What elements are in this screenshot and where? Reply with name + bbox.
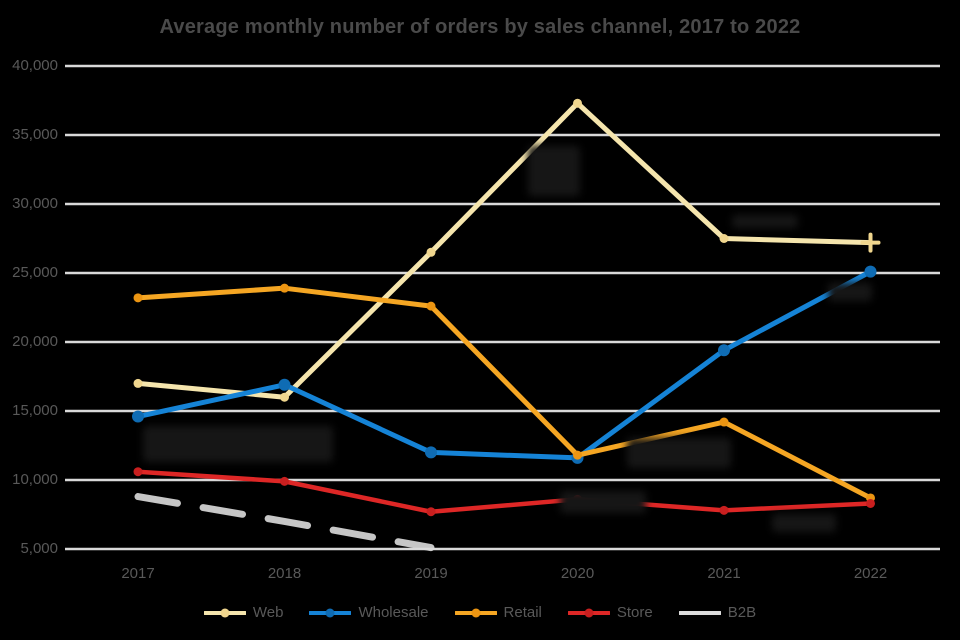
data-point-marker: [719, 234, 729, 243]
x-axis-label: 2017: [121, 565, 155, 582]
watermark-blob: [528, 146, 580, 196]
legend-label: Wholesale: [358, 604, 429, 621]
series-line-b2b: [134, 493, 435, 552]
y-axis-label: 10,000: [12, 471, 58, 488]
y-axis-label: 15,000: [12, 402, 58, 419]
legend-item-wholesale[interactable]: Wholesale: [309, 604, 429, 621]
y-axis-label: 20,000: [12, 333, 58, 350]
legend-swatch: [203, 608, 246, 617]
data-point-marker: [860, 232, 881, 253]
data-point-marker: [719, 417, 729, 427]
data-point-marker: [280, 392, 289, 402]
watermark-blob: [732, 215, 798, 228]
data-point-marker: [573, 98, 582, 108]
legend-swatch: [454, 608, 497, 617]
legend-label: B2B: [727, 604, 757, 621]
data-point-marker: [426, 301, 436, 311]
y-axis-label: 35,000: [12, 126, 58, 143]
legend-item-retail[interactable]: Retail: [454, 604, 542, 621]
data-point-marker: [133, 378, 143, 388]
y-axis-label: 40,000: [12, 57, 58, 74]
y-axis-label: 30,000: [12, 195, 58, 212]
data-point-marker: [280, 476, 289, 486]
legend-swatch: [309, 608, 352, 617]
chart-title: Average monthly number of orders by sale…: [159, 16, 801, 38]
data-point-marker: [278, 378, 291, 391]
watermark-blob: [627, 438, 731, 468]
data-point-marker: [280, 283, 289, 293]
watermark-blob: [560, 491, 646, 513]
data-point-marker: [573, 450, 582, 460]
data-point-marker: [719, 505, 729, 515]
legend-swatch: [678, 610, 721, 615]
data-point-marker: [426, 507, 436, 517]
x-axis-label: 2022: [853, 565, 888, 582]
watermark-blob: [143, 426, 333, 462]
legend-label: Web: [252, 604, 284, 621]
legend-item-web[interactable]: Web: [203, 604, 284, 621]
legend-swatch: [567, 608, 610, 617]
series-line-retail: [135, 285, 873, 501]
series-line-store: [135, 469, 873, 514]
data-point-marker: [132, 410, 144, 423]
data-point-marker: [866, 498, 875, 508]
y-axis-label: 5,000: [20, 540, 58, 557]
series-line-web: [135, 100, 873, 400]
x-axis-label: 2018: [267, 565, 302, 582]
data-point-marker: [425, 446, 437, 459]
watermark-blob: [828, 283, 872, 301]
data-point-marker: [133, 293, 143, 303]
data-point-marker: [864, 265, 877, 278]
legend-item-store[interactable]: Store: [567, 604, 653, 621]
watermark-blob: [772, 514, 836, 532]
series-line-wholesale: [135, 269, 873, 461]
legend-label: Store: [616, 604, 653, 621]
legend: Web Wholesale Retail Store B2B: [0, 604, 960, 621]
y-axis-label: 25,000: [12, 264, 58, 281]
x-axis-label: 2019: [414, 565, 448, 582]
data-point-marker: [426, 247, 436, 257]
data-point-marker: [133, 467, 143, 477]
legend-label: Retail: [503, 604, 542, 621]
legend-item-b2b[interactable]: B2B: [678, 604, 757, 621]
x-axis-label: 2020: [560, 565, 595, 582]
x-axis-label: 2021: [707, 565, 741, 582]
data-point-marker: [718, 344, 730, 357]
